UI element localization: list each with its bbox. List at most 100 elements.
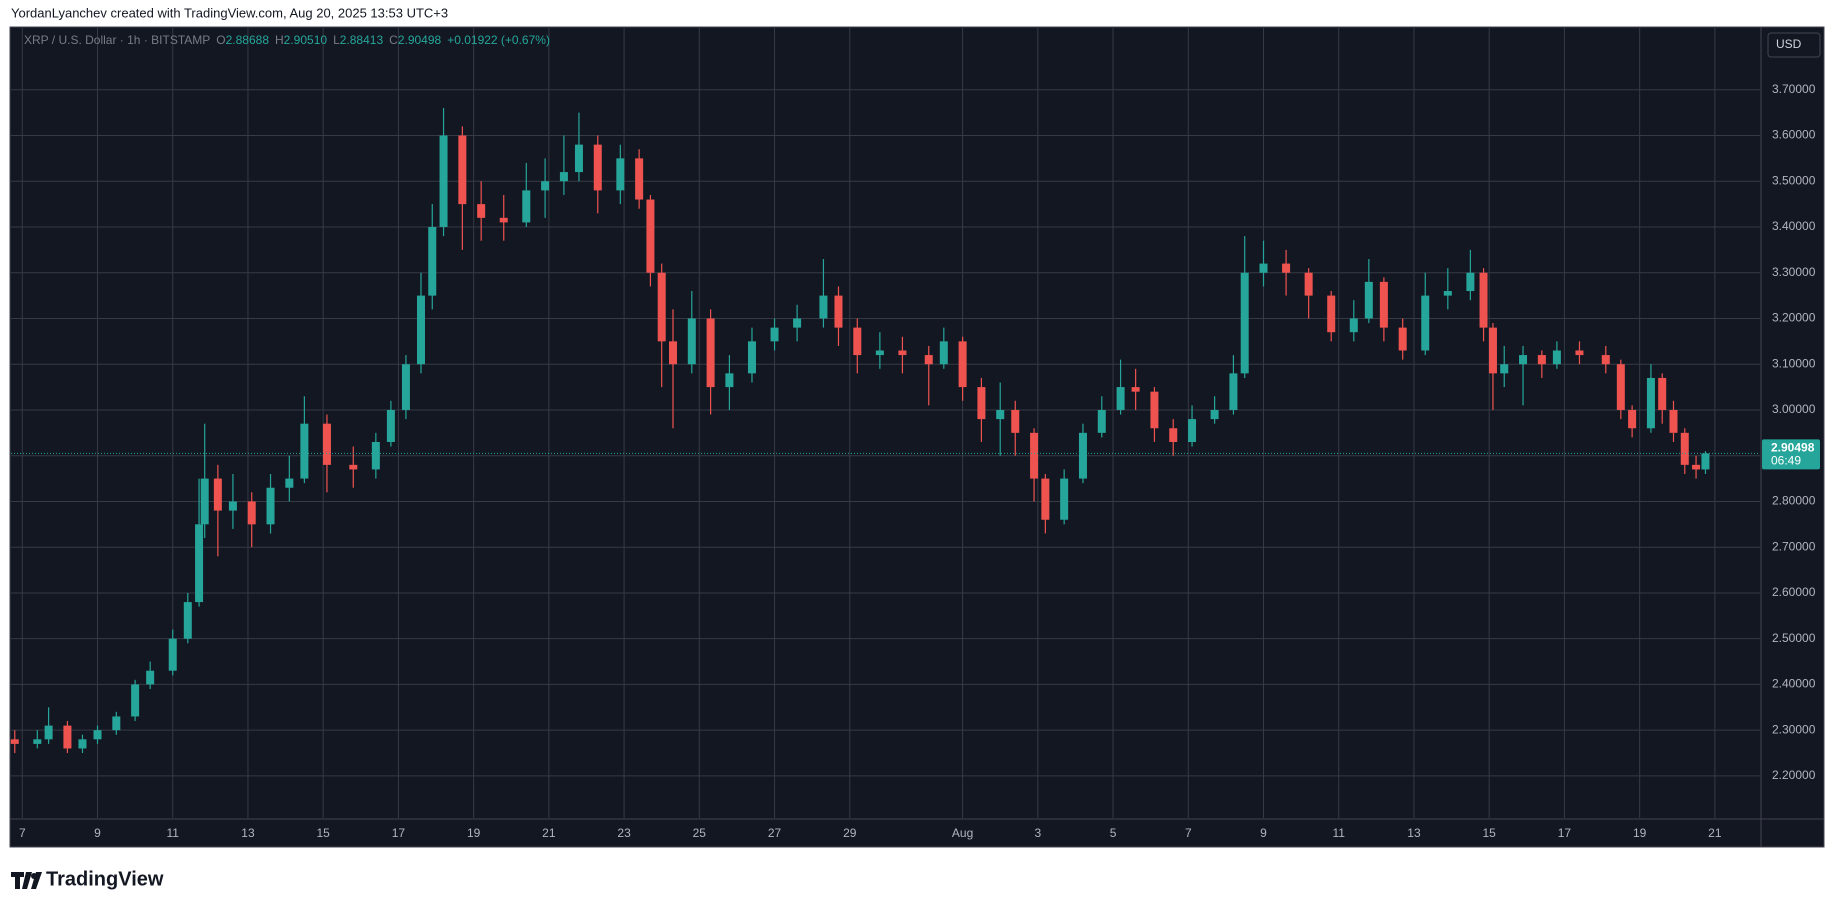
candle-body	[1398, 327, 1407, 351]
candle-body	[657, 272, 666, 342]
legend-key: L	[333, 33, 340, 47]
candle-body	[646, 199, 655, 273]
x-tick-label: 7	[1185, 826, 1192, 840]
candle-body	[958, 341, 967, 388]
candle-body	[439, 135, 448, 227]
candle-body	[1646, 377, 1655, 429]
candle-body	[63, 725, 72, 749]
candle-body	[977, 387, 986, 420]
currency: USD	[1776, 37, 1802, 51]
candle-body	[1030, 432, 1039, 479]
candle-body	[1500, 364, 1509, 374]
candle-body	[228, 501, 237, 511]
candle-body	[1116, 387, 1125, 410]
x-tick-label: 13	[241, 826, 255, 840]
currency-button	[1767, 32, 1821, 58]
candle-body	[1680, 432, 1689, 465]
x-tick-label: 15	[317, 826, 331, 840]
candle-body	[247, 501, 256, 525]
candle-body	[1552, 350, 1561, 365]
candle-body	[78, 739, 87, 749]
legend-value: 2.88688	[226, 33, 270, 47]
x-tick-label: 11	[1333, 826, 1346, 840]
countdown: 06:49	[1771, 454, 1801, 468]
legend-value: 2.90498	[398, 33, 442, 47]
x-tick-label: 15	[1483, 826, 1497, 840]
candle-body	[1011, 409, 1020, 433]
legend-value: 2.88413	[340, 33, 384, 47]
candle-body	[1240, 272, 1249, 374]
x-tick-label: 17	[392, 826, 406, 840]
candle-body	[1041, 478, 1050, 520]
candle-body	[853, 327, 862, 356]
candle-body	[1060, 478, 1069, 520]
x-tick-label: 21	[542, 826, 556, 840]
x-tick-label: 29	[843, 826, 857, 840]
candle-body	[1692, 464, 1701, 470]
y-tick-label: 3.50000	[1772, 173, 1816, 187]
candle-body	[1304, 272, 1313, 296]
y-tick-label: 3.30000	[1772, 265, 1816, 279]
y-tick-label: 3.00000	[1772, 402, 1816, 416]
candle-body	[1364, 281, 1373, 319]
candle-body	[322, 423, 331, 465]
candle-body	[428, 226, 437, 296]
candle-body	[1259, 263, 1268, 273]
legend-key: C	[389, 33, 398, 47]
candle-body	[770, 327, 779, 342]
candle-body	[1150, 391, 1159, 429]
legend-key: H	[275, 33, 284, 47]
candle-body	[1443, 291, 1452, 296]
y-tick-label: 2.50000	[1772, 631, 1816, 645]
y-tick-label: 2.40000	[1772, 677, 1816, 691]
x-tick-label: 27	[768, 826, 782, 840]
chart-frame	[9, 26, 1825, 848]
candle-body	[33, 739, 42, 744]
candle-body	[200, 478, 209, 525]
candle-body	[725, 373, 734, 388]
candles	[10, 108, 1710, 754]
candle-body	[541, 181, 550, 191]
x-tick-label: 13	[1407, 826, 1421, 840]
legend-key: O	[216, 33, 225, 47]
candle-body	[266, 487, 275, 525]
candle-body	[1701, 453, 1710, 470]
candle-body	[939, 341, 948, 365]
x-tick-label: 9	[94, 826, 101, 840]
candle-body	[875, 350, 884, 356]
x-tick-label: 21	[1708, 826, 1722, 840]
candle-body	[195, 524, 204, 603]
candle-body	[706, 318, 715, 388]
candle-body	[1519, 355, 1528, 365]
candle-body	[834, 295, 843, 328]
y-tick-label: 2.60000	[1772, 585, 1816, 599]
candle-body	[477, 204, 486, 218]
tv-logo: TradingView	[11, 868, 164, 890]
y-tick-label: 2.70000	[1772, 539, 1816, 553]
candle-body	[522, 190, 531, 223]
candle-body	[371, 441, 380, 470]
candle-body	[1188, 419, 1197, 442]
candle-body	[687, 318, 696, 365]
candle-body	[1327, 295, 1336, 333]
candle-body	[1097, 409, 1106, 433]
candle-body	[300, 423, 309, 479]
x-tick-label: 19	[467, 826, 481, 840]
candle-body	[1658, 377, 1667, 410]
x-tick-label: 19	[1633, 826, 1647, 840]
candle-body	[1479, 272, 1488, 328]
y-tick-label: 3.60000	[1772, 128, 1816, 142]
x-tick-label: 7	[19, 826, 26, 840]
candle-body	[349, 464, 358, 470]
candle-body	[386, 409, 395, 442]
candle-body	[668, 341, 677, 365]
candle-body	[1210, 409, 1219, 420]
candle-body	[1169, 428, 1178, 442]
legend-change: +0.01922 (+0.67%)	[447, 33, 550, 47]
legend-value: 2.90510	[284, 33, 328, 47]
candle-body	[1488, 327, 1497, 374]
candle-body	[1078, 432, 1087, 479]
candle-body	[1628, 409, 1637, 429]
